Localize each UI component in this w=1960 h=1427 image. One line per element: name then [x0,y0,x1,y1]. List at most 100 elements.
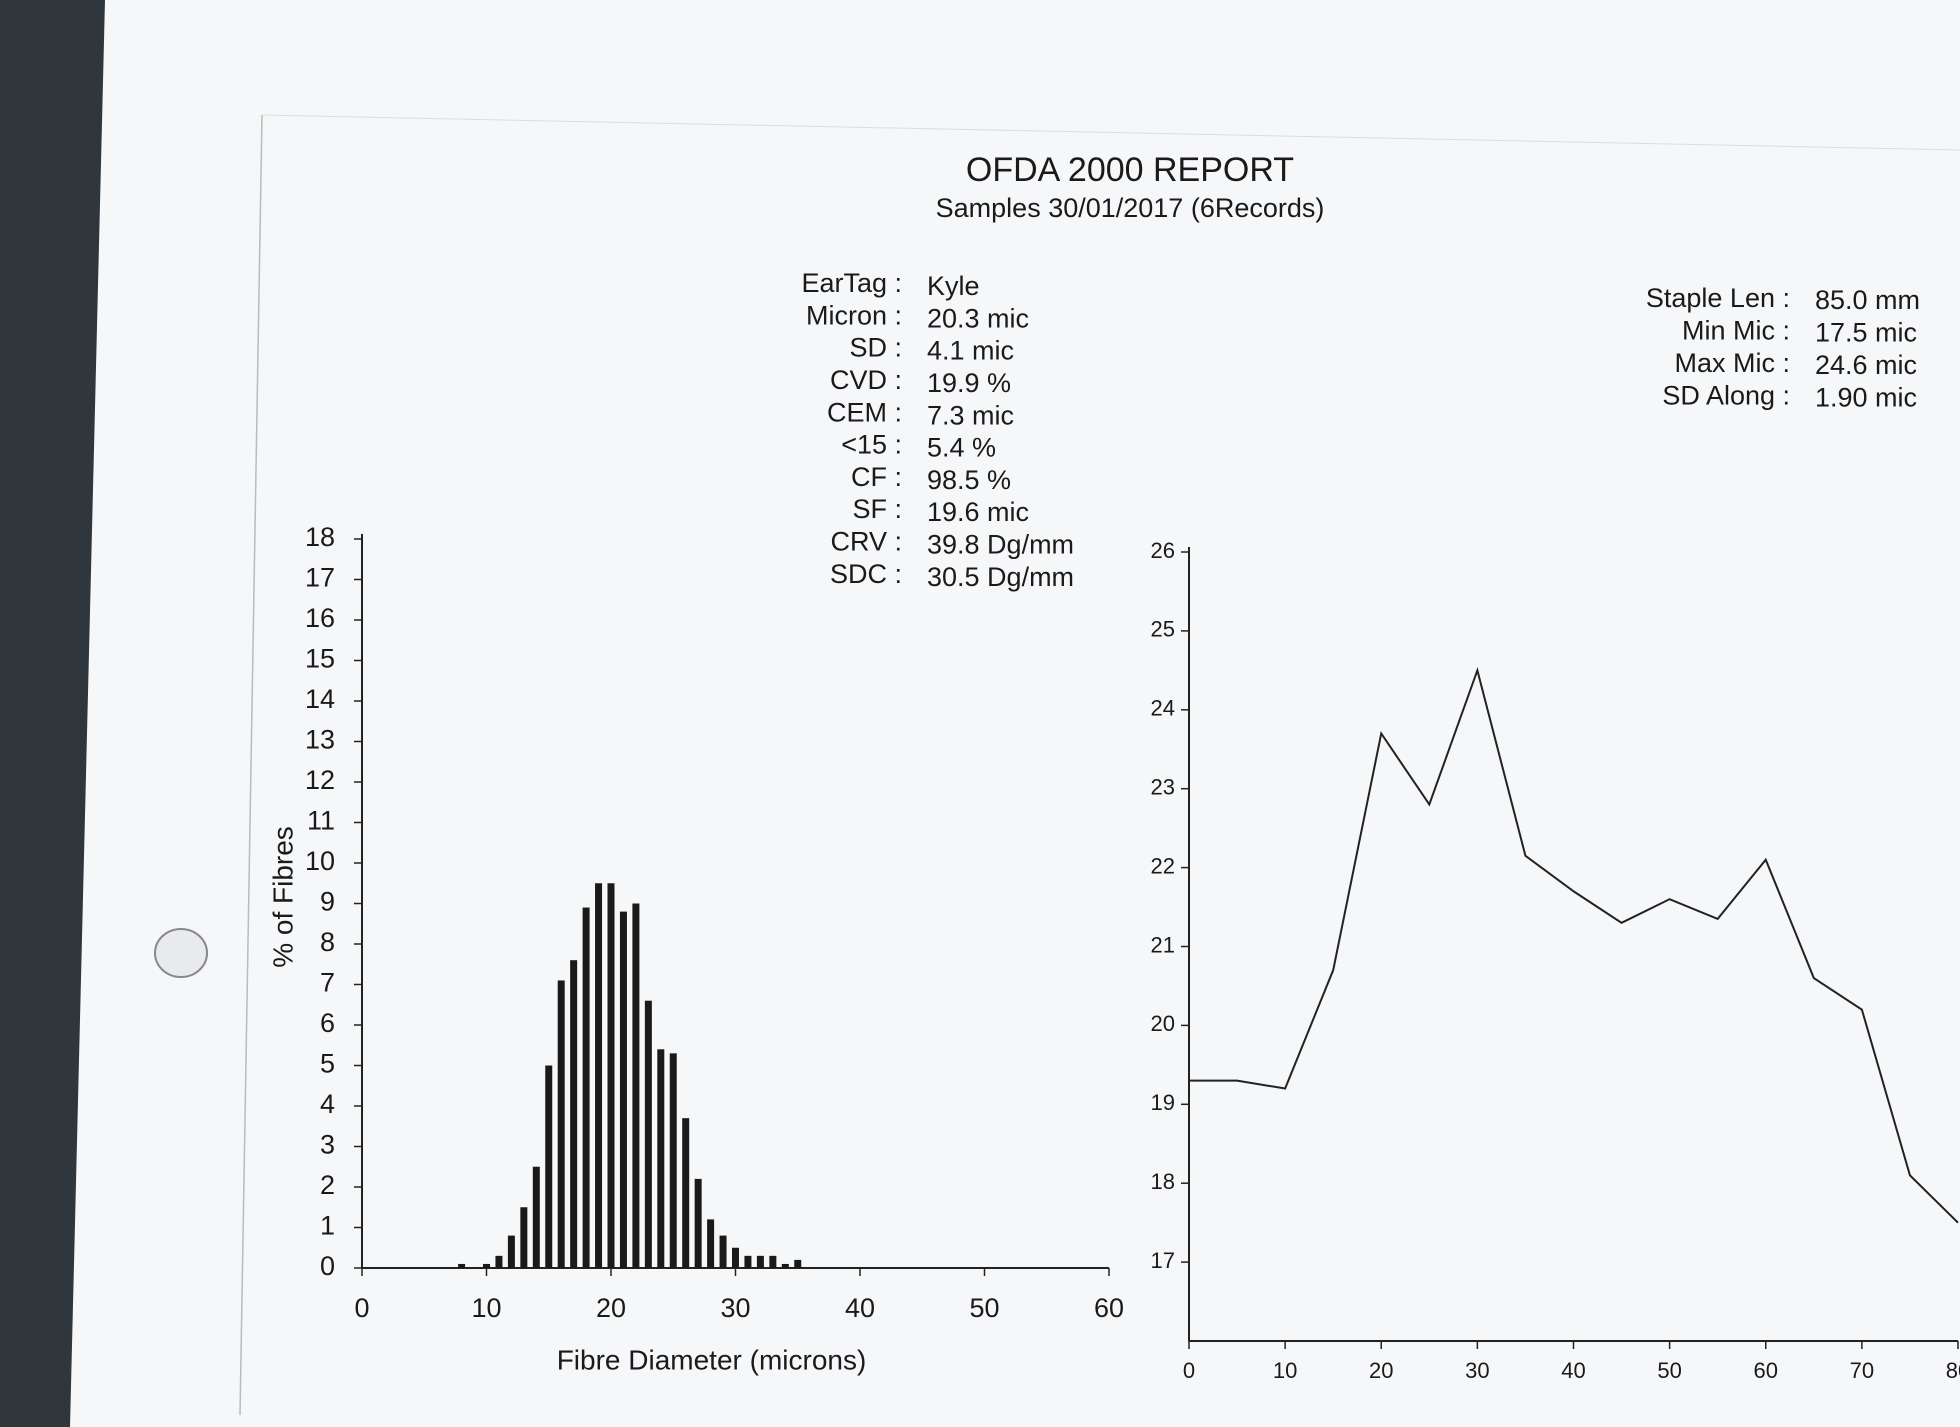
y-tick-label: 9 [320,887,335,917]
bar [570,960,578,1268]
y-tick-label: 12 [305,765,335,795]
punch-hole [154,928,208,978]
y-tick-label: 23 [1151,775,1175,800]
stat-label: CEM : [827,397,902,427]
stat-value: 17.5 mic [1815,318,1917,348]
x-tick-label: 40 [845,1293,875,1323]
y-tick-label: 10 [305,846,335,876]
bar [532,1166,540,1268]
stat-value: 39.8 Dg/mm [927,530,1074,560]
stat-value: 19.9 % [927,368,1011,398]
bar [744,1255,752,1268]
y-tick-label: 22 [1151,853,1175,878]
y-tick-label: 15 [305,644,335,674]
bar [682,1118,690,1268]
stat-value: 1.90 mic [1815,383,1917,413]
stat-label: CF : [851,462,902,492]
bar [495,1255,503,1268]
bar [557,980,565,1268]
bar [732,1247,739,1268]
y-axis-label: % of Fibres [267,826,298,968]
x-tick-label: 60 [1754,1358,1778,1383]
y-tick-label: 8 [320,927,335,957]
stat-label: <15 : [841,430,902,460]
bar [769,1255,777,1268]
x-tick-label: 0 [354,1293,369,1323]
y-tick-label: 6 [320,1008,335,1038]
y-tick-label: 0 [320,1251,335,1281]
bar [520,1207,528,1268]
y-tick-label: 2 [320,1170,335,1200]
stat-label: EarTag : [801,268,902,298]
x-tick-label: 30 [720,1293,750,1323]
x-tick-label: 20 [596,1293,626,1323]
bar [632,903,640,1268]
stat-value: 20.3 mic [927,303,1029,333]
y-tick-label: 18 [1151,1169,1175,1194]
bar [756,1255,764,1268]
stat-value: 30.5 Dg/mm [927,562,1074,592]
x-tick-label: 40 [1561,1358,1585,1383]
bar [507,1235,515,1268]
x-tick-label: 10 [471,1293,501,1323]
x-tick-label: 20 [1369,1358,1393,1383]
y-tick-label: 11 [307,806,335,836]
x-tick-label: 60 [1094,1293,1124,1323]
y-tick-label: 17 [305,563,335,593]
x-axis-label: Fibre Diameter (microns) [557,1344,867,1375]
y-tick-label: 20 [1151,1011,1175,1036]
bar [483,1263,490,1268]
x-tick-label: 10 [1273,1358,1297,1383]
stat-value: 19.6 mic [927,497,1029,527]
stat-label: Micron : [806,300,902,330]
y-tick-label: 19 [1151,1090,1175,1115]
stat-label: CVD : [830,365,902,395]
y-tick-label: 24 [1151,696,1175,721]
paper [70,0,1960,1427]
stat-label: SD : [849,333,902,363]
stat-label: SD Along : [1662,381,1790,411]
y-tick-label: 26 [1151,538,1175,563]
bar [595,883,603,1268]
stat-value: Kyle [927,271,980,301]
y-tick-label: 13 [305,725,335,755]
x-tick-label: 70 [1850,1358,1874,1383]
y-tick-label: 5 [320,1049,335,1079]
x-tick-label: 80 [1946,1358,1960,1383]
bar [781,1263,789,1268]
stat-value: 85.0 mm [1815,285,1920,315]
y-tick-label: 3 [320,1130,335,1160]
y-tick-label: 14 [305,684,335,714]
stat-value: 98.5 % [927,465,1011,495]
stat-value: 24.6 mic [1815,350,1917,380]
bar [707,1219,715,1268]
y-tick-label: 21 [1151,932,1175,957]
stat-label: Max Mic : [1674,348,1790,378]
stat-label: SDC : [830,559,902,589]
y-tick-label: 25 [1151,617,1175,642]
frame-line [261,114,1960,151]
frame-line [239,114,263,1416]
bar [669,1053,677,1268]
stat-value: 7.3 mic [927,400,1014,430]
stat-value: 4.1 mic [927,336,1014,366]
y-tick-label: 18 [305,522,335,552]
line [1189,666,1959,1224]
bar [644,1000,652,1268]
y-tick-label: 4 [320,1089,335,1119]
bar [458,1263,466,1268]
bar [607,883,615,1268]
x-tick-label: 30 [1465,1358,1489,1383]
y-tick-label: 16 [305,603,335,633]
stat-label: Staple Len : [1646,283,1790,313]
bar [694,1178,702,1268]
bar [719,1235,727,1268]
x-tick-label: 0 [1183,1358,1195,1383]
stat-label: Min Mic : [1682,316,1790,346]
bar [545,1065,553,1268]
y-tick-label: 1 [320,1211,335,1241]
y-tick-label: 7 [320,968,335,998]
x-tick-label: 50 [1657,1358,1681,1383]
